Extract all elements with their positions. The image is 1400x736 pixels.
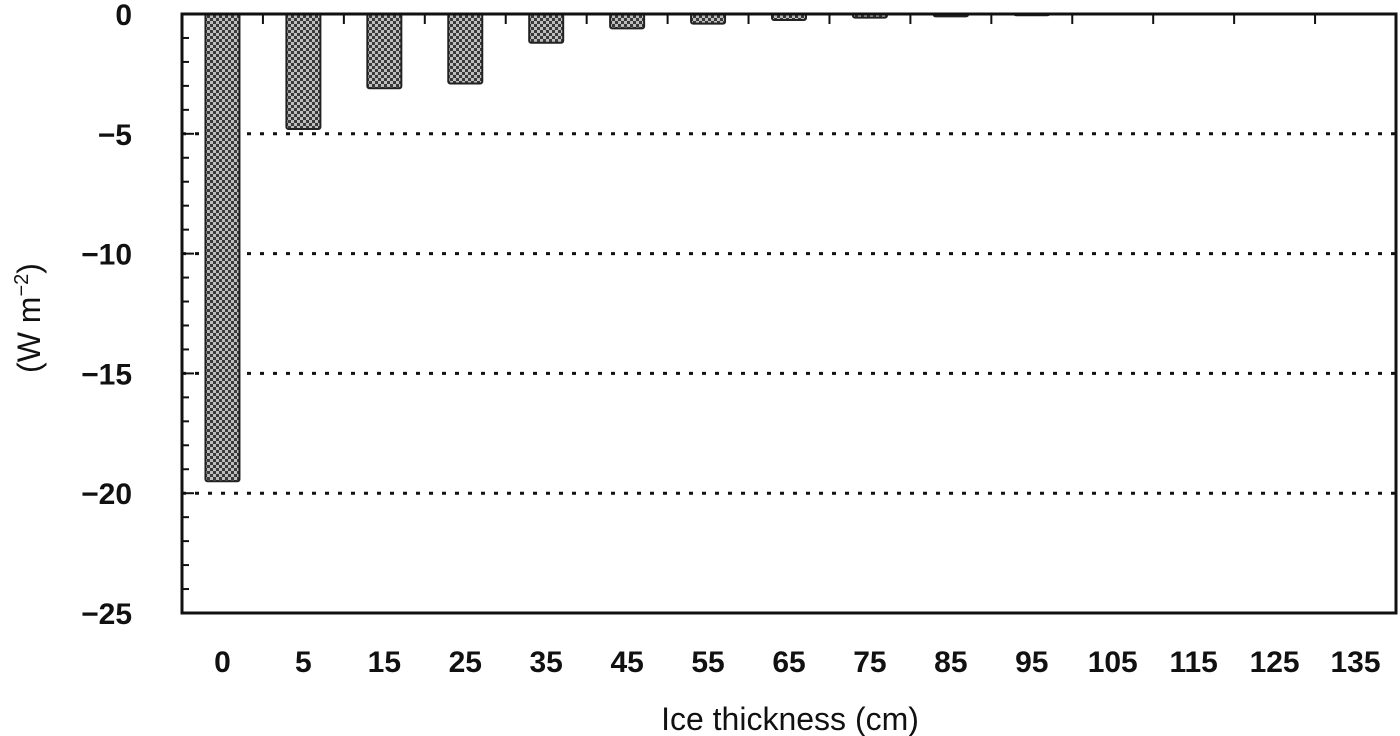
x-tick-label: 65 [772, 646, 805, 679]
x-tick-label: 105 [1088, 646, 1138, 679]
y-tick-label: −5 [98, 119, 132, 152]
x-tick-label: 115 [1169, 646, 1217, 679]
y-axis-title-main: (W m [11, 297, 47, 373]
x-tick-label: 45 [610, 646, 643, 679]
x-axis-title: Ice thickness (cm) [661, 701, 919, 736]
gridlines [182, 132, 1396, 495]
y-axis-title: (W m−2) [11, 263, 47, 373]
x-tick-label: 75 [853, 646, 886, 679]
bar [447, 13, 484, 85]
y-tick-labels: 0 −5 −10 −15 −20 −25 [81, 0, 132, 631]
y-tick-label: −10 [81, 239, 132, 272]
x-tick-label: 55 [691, 646, 724, 679]
y-tick-label: 0 [115, 0, 132, 32]
x-tick-labels: 0 5 15 25 35 45 55 65 75 85 95 105 115 125 135 [214, 646, 1380, 679]
y-tick-label: −15 [81, 358, 132, 391]
y-tick-label: −25 [81, 598, 132, 631]
x-tick-label: 5 [295, 646, 312, 679]
x-tick-label: 15 [368, 646, 401, 679]
bar [285, 13, 322, 131]
y-axis-title-close: ) [11, 263, 47, 274]
x-tick-label: 135 [1331, 646, 1381, 679]
x-tick-label: 95 [1015, 646, 1048, 679]
x-tick-label: 125 [1250, 646, 1300, 679]
x-tick-label: 85 [934, 646, 967, 679]
bar [204, 13, 241, 483]
axis-ticks [181, 13, 1397, 614]
y-tick-label: −20 [81, 478, 132, 511]
bar [609, 13, 646, 30]
x-tick-label: 0 [214, 646, 231, 679]
plot-frame [180, 12, 1398, 615]
x-tick-label: 35 [530, 646, 563, 679]
bar [366, 13, 403, 90]
x-tick-label: 25 [449, 646, 482, 679]
bars [204, 13, 1050, 483]
y-axis-title-superscript: −2 [11, 274, 33, 297]
bar [528, 13, 565, 44]
